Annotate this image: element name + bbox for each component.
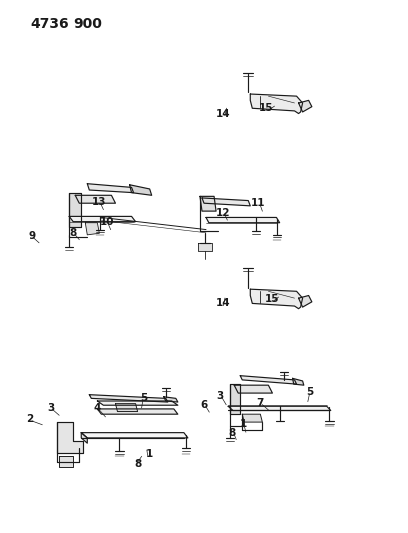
Polygon shape <box>89 394 168 402</box>
Polygon shape <box>206 217 279 223</box>
Text: 12: 12 <box>216 208 231 217</box>
Text: 8: 8 <box>228 427 236 438</box>
Polygon shape <box>130 185 152 195</box>
Text: 15: 15 <box>265 294 279 304</box>
Text: 900: 900 <box>73 17 102 31</box>
Text: 1: 1 <box>146 449 153 459</box>
Polygon shape <box>81 433 188 438</box>
Polygon shape <box>75 195 115 203</box>
Polygon shape <box>200 196 216 211</box>
Polygon shape <box>250 94 303 114</box>
Text: 5: 5 <box>140 393 147 403</box>
Polygon shape <box>59 456 73 467</box>
Text: 4736: 4736 <box>30 17 69 31</box>
Polygon shape <box>293 378 304 385</box>
Text: 2: 2 <box>27 415 34 424</box>
Text: 11: 11 <box>251 198 266 208</box>
Text: 9: 9 <box>28 231 35 241</box>
Text: 14: 14 <box>216 298 231 309</box>
Polygon shape <box>234 385 273 393</box>
Polygon shape <box>230 384 240 414</box>
Polygon shape <box>115 403 137 411</box>
Polygon shape <box>299 295 312 307</box>
Polygon shape <box>164 397 178 402</box>
Text: 1: 1 <box>239 419 247 429</box>
Polygon shape <box>98 401 178 405</box>
Polygon shape <box>228 406 331 410</box>
Text: 3: 3 <box>47 403 55 413</box>
Text: 7: 7 <box>257 398 264 408</box>
Polygon shape <box>69 192 81 227</box>
Polygon shape <box>57 422 83 453</box>
Polygon shape <box>240 376 297 384</box>
Text: 4: 4 <box>94 403 101 413</box>
Text: 10: 10 <box>100 217 114 227</box>
Text: 8: 8 <box>134 459 141 469</box>
Polygon shape <box>69 216 135 222</box>
Text: 14: 14 <box>216 109 231 118</box>
Polygon shape <box>198 243 212 251</box>
Text: 8: 8 <box>70 228 77 238</box>
Text: 6: 6 <box>200 400 208 410</box>
Polygon shape <box>98 409 178 414</box>
Polygon shape <box>85 223 100 235</box>
Polygon shape <box>299 100 312 112</box>
Text: 13: 13 <box>92 197 106 207</box>
Polygon shape <box>81 433 87 443</box>
Polygon shape <box>250 289 303 309</box>
Text: 5: 5 <box>306 387 313 397</box>
Polygon shape <box>202 198 250 206</box>
Text: 15: 15 <box>259 103 274 114</box>
Text: 3: 3 <box>217 391 224 401</box>
Polygon shape <box>87 184 133 192</box>
Polygon shape <box>242 414 262 422</box>
